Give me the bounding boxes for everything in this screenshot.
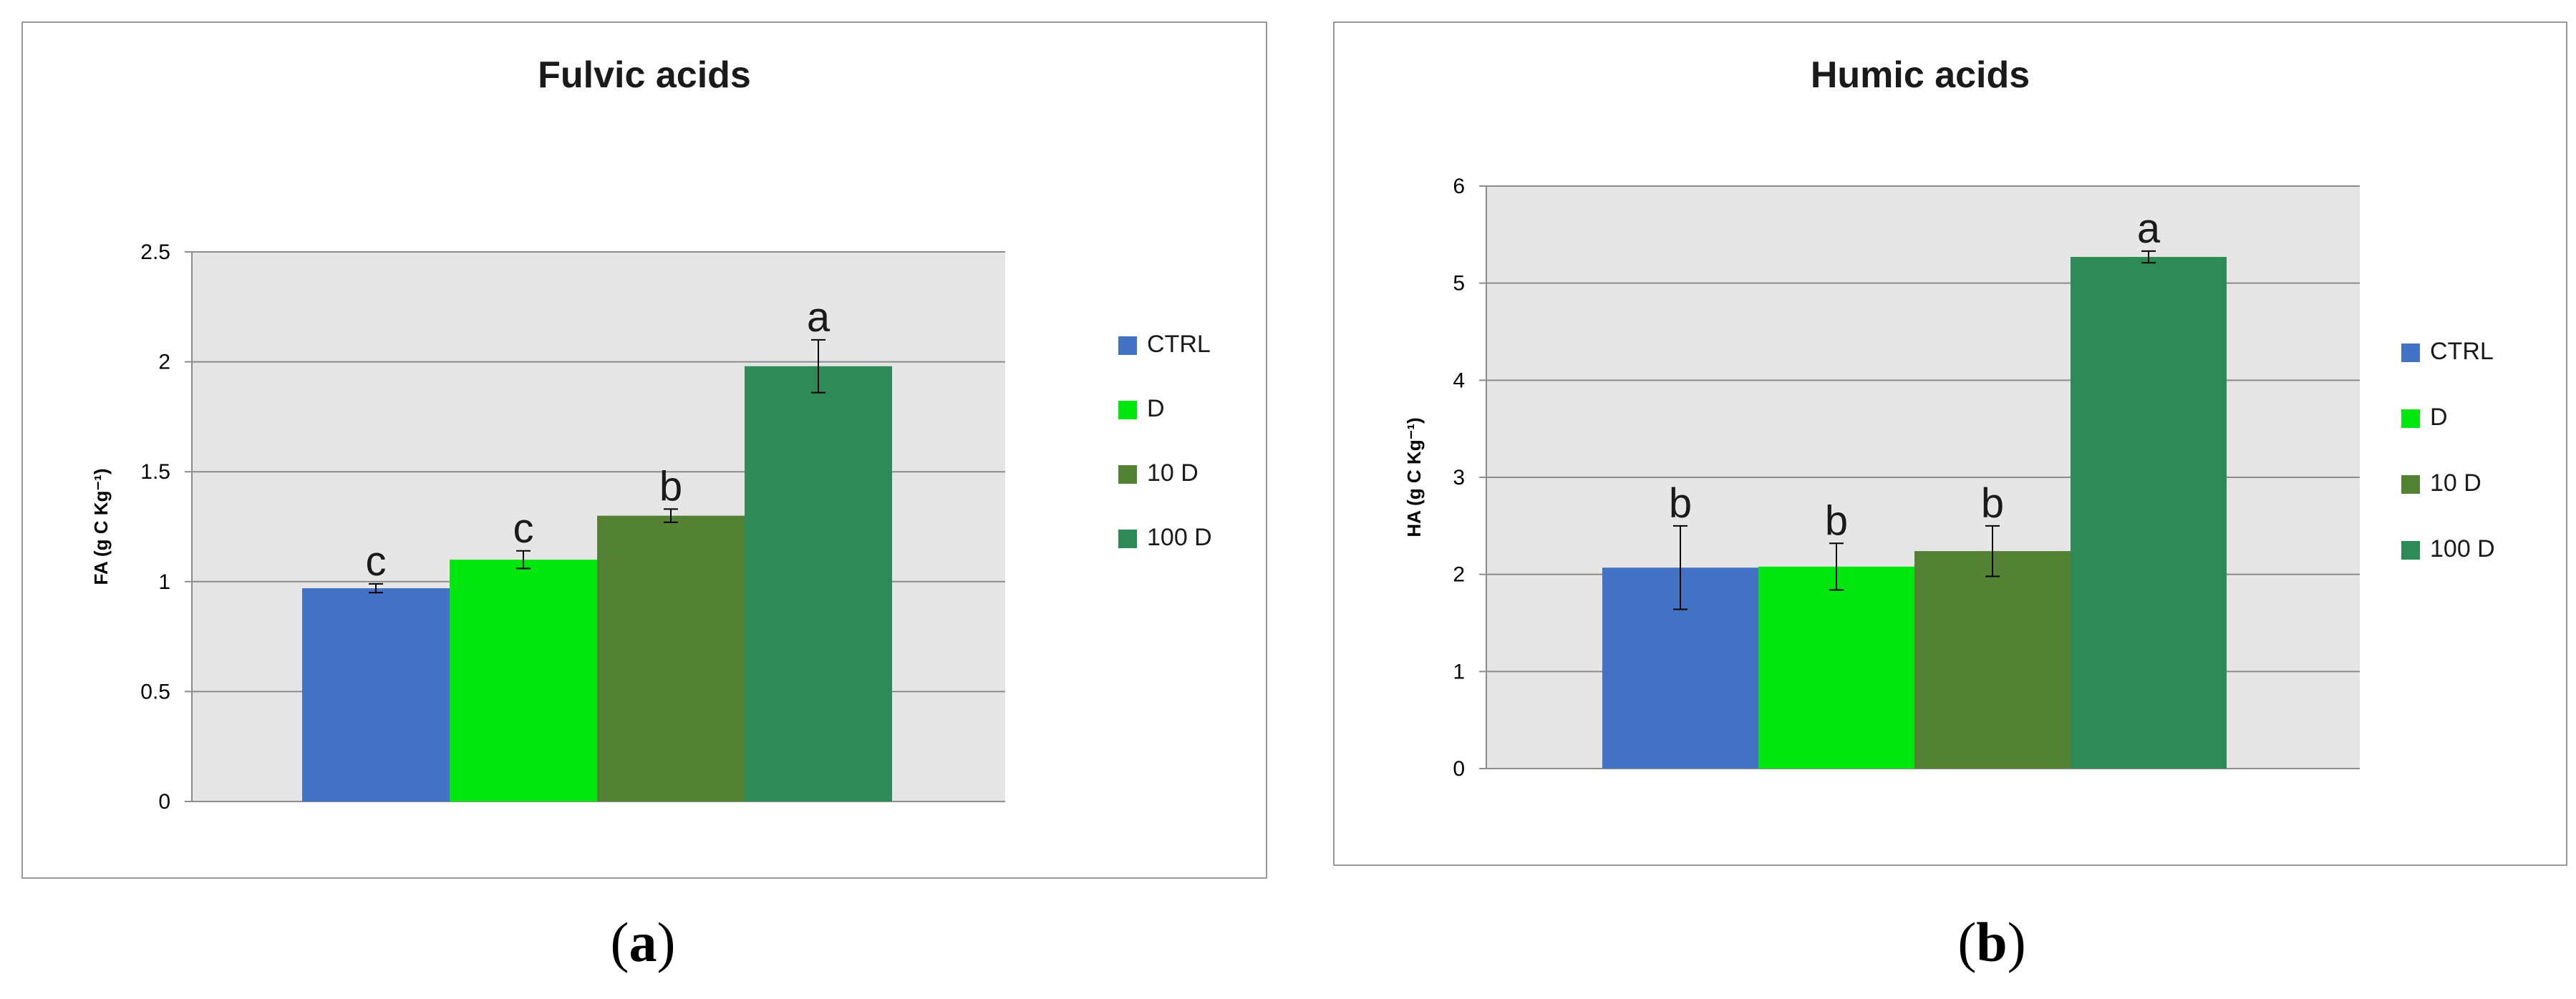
bar-100-d xyxy=(745,366,892,801)
bar-d xyxy=(450,560,597,801)
y-tick-label: 2 xyxy=(158,351,170,374)
significance-letter: a xyxy=(807,294,831,341)
legend-swatch xyxy=(1118,401,1137,419)
legend-label: CTRL xyxy=(1147,331,1211,358)
y-tick-label: 1.5 xyxy=(140,460,170,484)
panel-b-caption: (b) xyxy=(1957,911,2026,973)
significance-letter: b xyxy=(659,463,682,510)
y-tick-label: 2.5 xyxy=(140,240,170,264)
bar-ctrl xyxy=(302,588,450,801)
legend-swatch xyxy=(1118,530,1137,548)
legend-label: 100 D xyxy=(1147,524,1212,551)
legend-swatch xyxy=(2401,409,2420,428)
bar-d xyxy=(1758,566,1914,769)
y-tick-label: 2 xyxy=(1453,563,1465,587)
panel-a-caption-letter: a xyxy=(629,911,657,973)
legend-swatch xyxy=(2401,475,2420,494)
legend-label: D xyxy=(2430,404,2448,431)
significance-letter: b xyxy=(1825,497,1848,544)
significance-letter: b xyxy=(1981,480,2004,527)
chart-title: Fulvic acids xyxy=(538,54,751,96)
y-tick-label: 5 xyxy=(1453,272,1465,296)
legend-label: D xyxy=(1147,395,1165,422)
y-tick-label: 1 xyxy=(1453,660,1465,683)
humic-acids-chart: Humic acids 0 1 2 3 4 5 6 HA (g C Kg⁻¹) b b b a CTRL D… xyxy=(1403,54,2495,781)
significance-letter: c xyxy=(366,538,387,585)
legend-label: 100 D xyxy=(2430,535,2495,562)
humic-acids-chart-panel: Humic acids 0 1 2 3 4 5 6 HA (g C Kg⁻¹) b b b a CTRL D… xyxy=(1333,21,2567,866)
y-tick-label: 4 xyxy=(1453,369,1465,392)
y-tick-label: 0 xyxy=(1453,757,1465,781)
significance-letter: b xyxy=(1669,480,1692,527)
fulvic-acids-chart: Fulvic acids 0 0.5 1 1.5 2 2.5 FA (g C Kg⁻¹) c c b… xyxy=(90,54,1212,814)
legend-swatch xyxy=(2401,541,2420,560)
chart-title: Humic acids xyxy=(1811,54,2030,96)
bar-10-d xyxy=(597,515,745,801)
significance-letter: a xyxy=(2137,205,2161,252)
panel-a-caption: (a) xyxy=(610,911,676,973)
significance-letter: c xyxy=(513,505,534,552)
panel-b-caption-letter: b xyxy=(1976,911,2008,973)
bar-10-d xyxy=(1914,551,2071,769)
legend-swatch xyxy=(1118,465,1137,484)
legend-swatch xyxy=(1118,336,1137,355)
legend-label: 10 D xyxy=(1147,459,1199,487)
legend-label: 10 D xyxy=(2430,469,2481,497)
y-axis-label: FA (g C Kg⁻¹) xyxy=(90,469,112,585)
y-tick-label: 0 xyxy=(158,790,170,814)
y-tick-label: 0.5 xyxy=(140,680,170,703)
y-axis-label: HA (g C Kg⁻¹) xyxy=(1403,417,1425,537)
y-tick-label: 6 xyxy=(1453,175,1465,198)
fulvic-acids-chart-panel: Fulvic acids 0 0.5 1 1.5 2 2.5 FA (g C Kg⁻¹) c c b… xyxy=(21,21,1267,879)
bar-100-d xyxy=(2071,257,2227,769)
y-tick-label: 1 xyxy=(158,570,170,594)
legend-label: CTRL xyxy=(2430,338,2494,365)
y-tick-label: 3 xyxy=(1453,466,1465,489)
legend-swatch xyxy=(2401,343,2420,362)
